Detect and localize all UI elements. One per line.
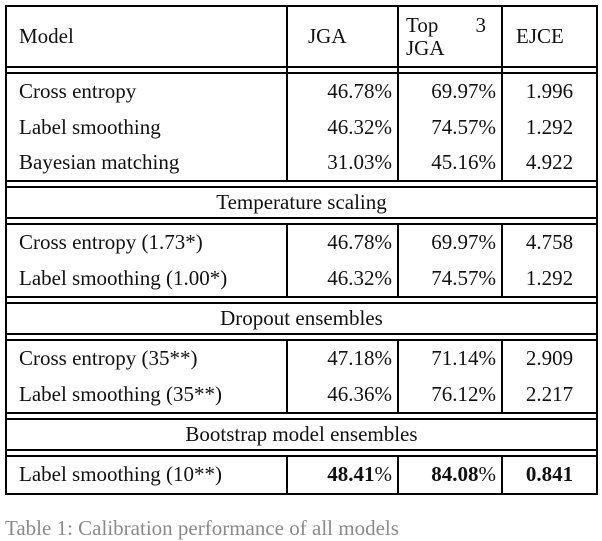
jga-cell: 47.18%: [286, 340, 397, 377]
ejce-cell: 1.292: [501, 260, 596, 296]
jga-cell: 46.32%: [286, 109, 397, 145]
double-rule-gap: [7, 182, 596, 186]
top3-word-3: 3: [475, 12, 487, 37]
model-cell: Bayesian matching: [19, 149, 180, 174]
double-rule-gap: [7, 68, 596, 72]
model-cell: Cross entropy: [19, 79, 137, 104]
calibration-results-table: Model JGA Top 3 JGA EJCE Cross entropy 4…: [5, 5, 598, 495]
column-separator-tick: [286, 68, 288, 72]
section-header-bootstrap-ensembles: Bootstrap model ensembles: [7, 417, 596, 451]
column-separator-tick: [501, 68, 503, 72]
top3-jga-cell: 74.57%: [397, 260, 501, 296]
table-row: Label smoothing (1.00*) 46.32% 74.57% 1.…: [7, 260, 596, 296]
model-cell: Label smoothing (35**): [19, 381, 222, 406]
top3-header-text: Top 3 JGA: [406, 12, 487, 60]
column-separator-tick: [397, 68, 399, 72]
table-row: Bayesian matching 31.03% 45.16% 4.922: [7, 144, 596, 181]
top3-jga-cell: 69.97%: [397, 74, 501, 110]
top3-jga-cell: 69.97%: [397, 225, 501, 261]
table-row: Label smoothing (35**) 46.36% 76.12% 2.2…: [7, 376, 596, 412]
ejce-cell: 2.909: [501, 340, 596, 377]
table-row: Cross entropy 46.78% 69.97% 1.996: [7, 74, 596, 110]
ejce-cell: 4.922: [501, 144, 596, 181]
top3-jga-cell: 45.16%: [397, 144, 501, 181]
jga-cell: 46.78%: [286, 74, 397, 110]
top3-word-jga: JGA: [406, 35, 445, 60]
col-header-model: Model: [19, 24, 74, 48]
ejce-cell: 1.292: [501, 109, 596, 145]
table-row: Cross entropy (35**) 47.18% 71.14% 2.909: [7, 340, 596, 377]
top3-best-value: 84.08: [431, 462, 479, 487]
dropout-ensembles-section: Cross entropy (35**) 47.18% 71.14% 2.909…: [7, 338, 596, 414]
ejce-cell: 2.217: [501, 376, 596, 412]
bootstrap-ensembles-section: Label smoothing (10**) 48.41% 84.08% 0.8…: [7, 454, 596, 493]
jga-cell: 46.32%: [286, 260, 397, 296]
model-cell: Label smoothing: [19, 114, 161, 139]
jga-cell: 31.03%: [286, 144, 397, 181]
top3-jga-cell: 84.08%: [397, 456, 501, 493]
jga-cell: 48.41%: [286, 456, 397, 493]
table-header-block: Model JGA Top 3 JGA EJCE: [7, 7, 596, 68]
double-rule-gap: [7, 451, 596, 455]
top3-jga-cell: 71.14%: [397, 340, 501, 377]
col-header-ejce: EJCE: [501, 7, 596, 66]
section-header-temperature-scaling: Temperature scaling: [7, 186, 596, 220]
top3-word-top: Top: [406, 12, 439, 37]
col-header-jga: JGA: [286, 7, 397, 66]
table-header-row: Model JGA Top 3 JGA EJCE: [7, 7, 596, 66]
table-row-best: Label smoothing (10**) 48.41% 84.08% 0.8…: [7, 456, 596, 493]
table-row: Label smoothing 46.32% 74.57% 1.292: [7, 109, 596, 145]
base-models-section: Cross entropy 46.78% 69.97% 1.996 Label …: [7, 72, 596, 183]
double-rule-gap: [7, 335, 596, 339]
section-header-dropout-ensembles: Dropout ensembles: [7, 301, 596, 335]
table-caption-clipped: Table 1: Calibration performance of all …: [5, 516, 399, 540]
double-rule-gap: [7, 219, 596, 223]
double-rule-gap: [7, 298, 596, 302]
percent-sign: %: [478, 462, 497, 487]
model-cell: Label smoothing (10**): [19, 462, 222, 487]
double-rule-gap: [7, 414, 596, 418]
table-row: Cross entropy (1.73*) 46.78% 69.97% 4.75…: [7, 225, 596, 261]
jga-best-value: 48.41: [327, 462, 375, 487]
ejce-cell: 1.996: [501, 74, 596, 110]
top3-jga-cell: 76.12%: [397, 376, 501, 412]
col-header-top3-jga: Top 3 JGA: [397, 7, 501, 66]
jga-cell: 46.78%: [286, 225, 397, 261]
model-cell: Cross entropy (1.73*): [19, 230, 203, 255]
temperature-scaling-section: Cross entropy (1.73*) 46.78% 69.97% 4.75…: [7, 223, 596, 298]
ejce-cell: 4.758: [501, 225, 596, 261]
ejce-cell: 0.841: [501, 456, 596, 493]
percent-sign: %: [374, 462, 393, 487]
model-cell: Cross entropy (35**): [19, 346, 198, 371]
model-cell: Label smoothing (1.00*): [19, 265, 228, 290]
jga-cell: 46.36%: [286, 376, 397, 412]
top3-jga-cell: 74.57%: [397, 109, 501, 145]
